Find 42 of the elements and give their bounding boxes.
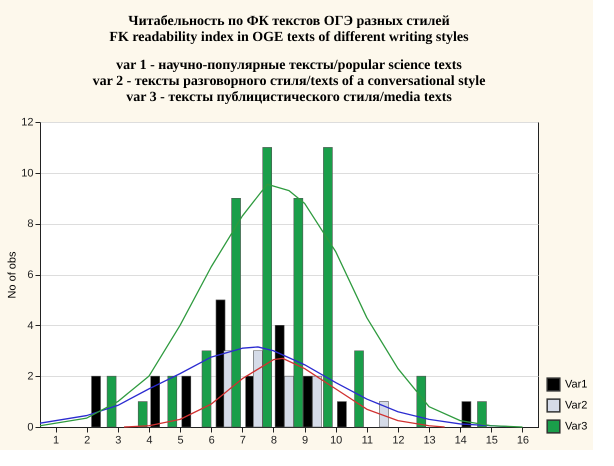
x-tick-label: 9 xyxy=(302,434,308,446)
x-tick-label: 6 xyxy=(208,434,215,446)
y-tick-label: 8 xyxy=(27,218,34,230)
bar xyxy=(181,376,192,428)
legend-label: Var2 xyxy=(565,400,588,412)
bar xyxy=(91,376,101,428)
x-tick-label: 2 xyxy=(84,434,90,446)
line-series xyxy=(123,358,446,428)
bar xyxy=(167,376,178,428)
x-tick-label: 7 xyxy=(240,434,246,446)
bar xyxy=(477,401,487,428)
x-tick-label: 3 xyxy=(115,434,122,446)
chart-title: Читабельность по ФК текстов ОГЭ разных стилей FK readability index in OGE texts of different writing styles xyxy=(109,14,470,45)
x-tick-label: 10 xyxy=(330,434,342,446)
bar xyxy=(150,376,160,428)
bar xyxy=(354,350,364,428)
x-tick-label: 15 xyxy=(486,434,498,446)
y-tick-label: 2 xyxy=(27,370,34,383)
legend-label: Var1 xyxy=(565,378,588,390)
x-tick-label: 13 xyxy=(423,434,436,446)
x-tick-label: 12 xyxy=(392,434,405,446)
y-tick-label: 10 xyxy=(21,167,34,180)
x-tick-label: 16 xyxy=(516,434,530,446)
chart-subtitle: var 1 - научно-популярные тексты/popular science texts var 2 - тексты разговорного стиля/texts of a conversational style var 3 - тексты публицистического стиля/media texts xyxy=(92,58,486,105)
x-tick-label: 1 xyxy=(53,434,60,446)
line-series xyxy=(39,184,524,428)
x-tick-label: 11 xyxy=(362,434,374,446)
y-tick-label: 0 xyxy=(27,422,34,434)
bar xyxy=(202,350,212,428)
x-tick-label: 5 xyxy=(178,434,184,446)
bar xyxy=(106,376,116,428)
bar xyxy=(416,376,426,428)
y-tick-label: 6 xyxy=(27,269,34,281)
y-tick-label: 12 xyxy=(21,116,34,128)
x-tick-label: 4 xyxy=(146,434,152,446)
bar xyxy=(138,401,148,428)
bar xyxy=(337,401,347,428)
y-axis-title: No of obs xyxy=(6,250,18,299)
legend-label: Var3 xyxy=(565,420,588,432)
y-tick-label: 4 xyxy=(27,320,34,332)
x-tick-label: 14 xyxy=(454,434,467,446)
x-tick-label: 8 xyxy=(270,434,277,446)
